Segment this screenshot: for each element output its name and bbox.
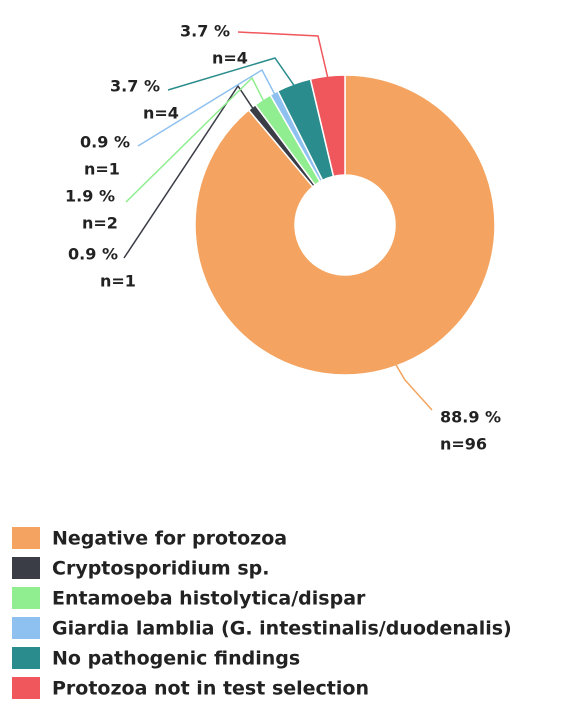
count-label: n=96 — [440, 435, 487, 454]
value-label: 3.7 % — [110, 77, 160, 96]
leader-line — [123, 84, 254, 259]
count-label: n=2 — [82, 214, 118, 233]
legend-label: Cryptosporidium sp. — [52, 558, 269, 580]
legend-swatch — [12, 527, 40, 549]
leader-line — [167, 57, 296, 91]
legend-swatch — [12, 647, 40, 669]
count-label: n=4 — [212, 49, 248, 68]
leader-line — [237, 31, 329, 79]
value-label: 0.9 % — [68, 245, 118, 264]
legend-swatch — [12, 587, 40, 609]
count-label: n=4 — [143, 104, 179, 123]
legend-label: Protozoa not in test selection — [52, 678, 369, 700]
value-label: 88.9 % — [440, 408, 501, 427]
leader-line — [394, 363, 433, 411]
legend-swatch — [12, 557, 40, 579]
slice — [194, 74, 496, 376]
slice — [309, 74, 346, 178]
count-label: n=1 — [100, 272, 136, 291]
value-label: 1.9 % — [65, 187, 115, 206]
leader-line — [137, 68, 276, 147]
leader-line — [125, 76, 265, 203]
legend-swatch — [12, 677, 40, 699]
legend-label: Entamoeba histolytica/dispar — [52, 588, 366, 610]
legend-label: Giardia lamblia (G. intestinalis/duodena… — [52, 618, 512, 640]
legend-swatch — [12, 617, 40, 639]
count-label: n=1 — [84, 160, 120, 179]
legend-label: Negative for protozoa — [52, 528, 287, 550]
value-label: 0.9 % — [80, 133, 130, 152]
value-label: 3.7 % — [180, 22, 230, 41]
legend-label: No pathogenic findings — [52, 648, 300, 670]
